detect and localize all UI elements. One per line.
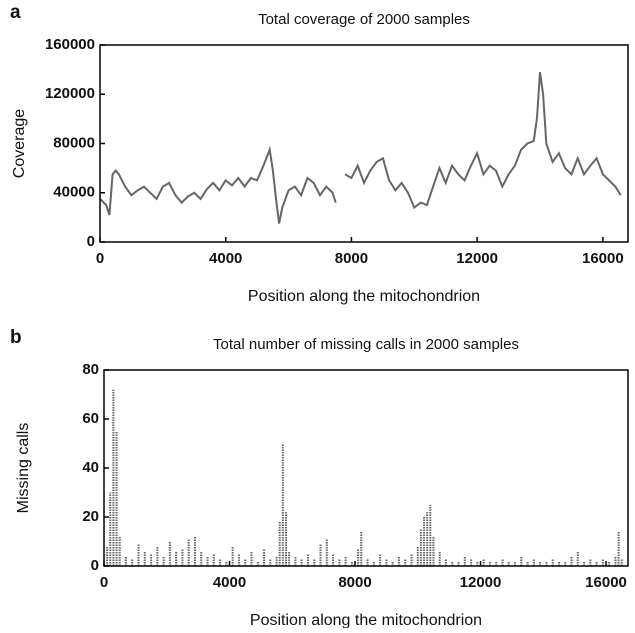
x-tick-label: 4000 (209, 250, 242, 267)
y-axis-label: Missing calls (15, 423, 32, 514)
panel-label: a (10, 2, 21, 23)
y-tick-label: 0 (87, 233, 95, 250)
panel-label: b (10, 327, 22, 348)
x-axis-label: Position along the mitochondrion (248, 288, 480, 305)
x-tick-label: 0 (96, 250, 104, 267)
chart-title: Total number of missing calls in 2000 sa… (213, 336, 519, 353)
x-tick-label: 4000 (213, 574, 246, 591)
y-tick-label: 120000 (45, 85, 95, 102)
plot-frame (99, 44, 629, 243)
x-axis-label: Position along the mitochondrion (250, 612, 482, 628)
y-tick-label: 80 (82, 361, 99, 378)
coverage-line (99, 71, 622, 224)
y-tick-label: 20 (82, 508, 99, 525)
x-tick-label: 12000 (456, 250, 498, 267)
y-axis-label: Coverage (11, 109, 28, 178)
x-tick-label: 16000 (585, 574, 627, 591)
y-tick-label: 160000 (45, 36, 95, 53)
chart-title: Total coverage of 2000 samples (258, 11, 470, 28)
x-tick-label: 16000 (582, 250, 624, 267)
x-tick-label: 8000 (335, 250, 368, 267)
x-tick-label: 0 (100, 574, 108, 591)
plot-frame (103, 369, 629, 567)
y-tick-label: 80000 (53, 134, 95, 151)
x-tick-label: 12000 (460, 574, 502, 591)
y-tick-label: 40000 (53, 184, 95, 201)
x-tick-label: 8000 (338, 574, 371, 591)
y-tick-label: 0 (91, 557, 99, 574)
y-tick-label: 60 (82, 410, 99, 427)
y-tick-label: 40 (82, 459, 99, 476)
